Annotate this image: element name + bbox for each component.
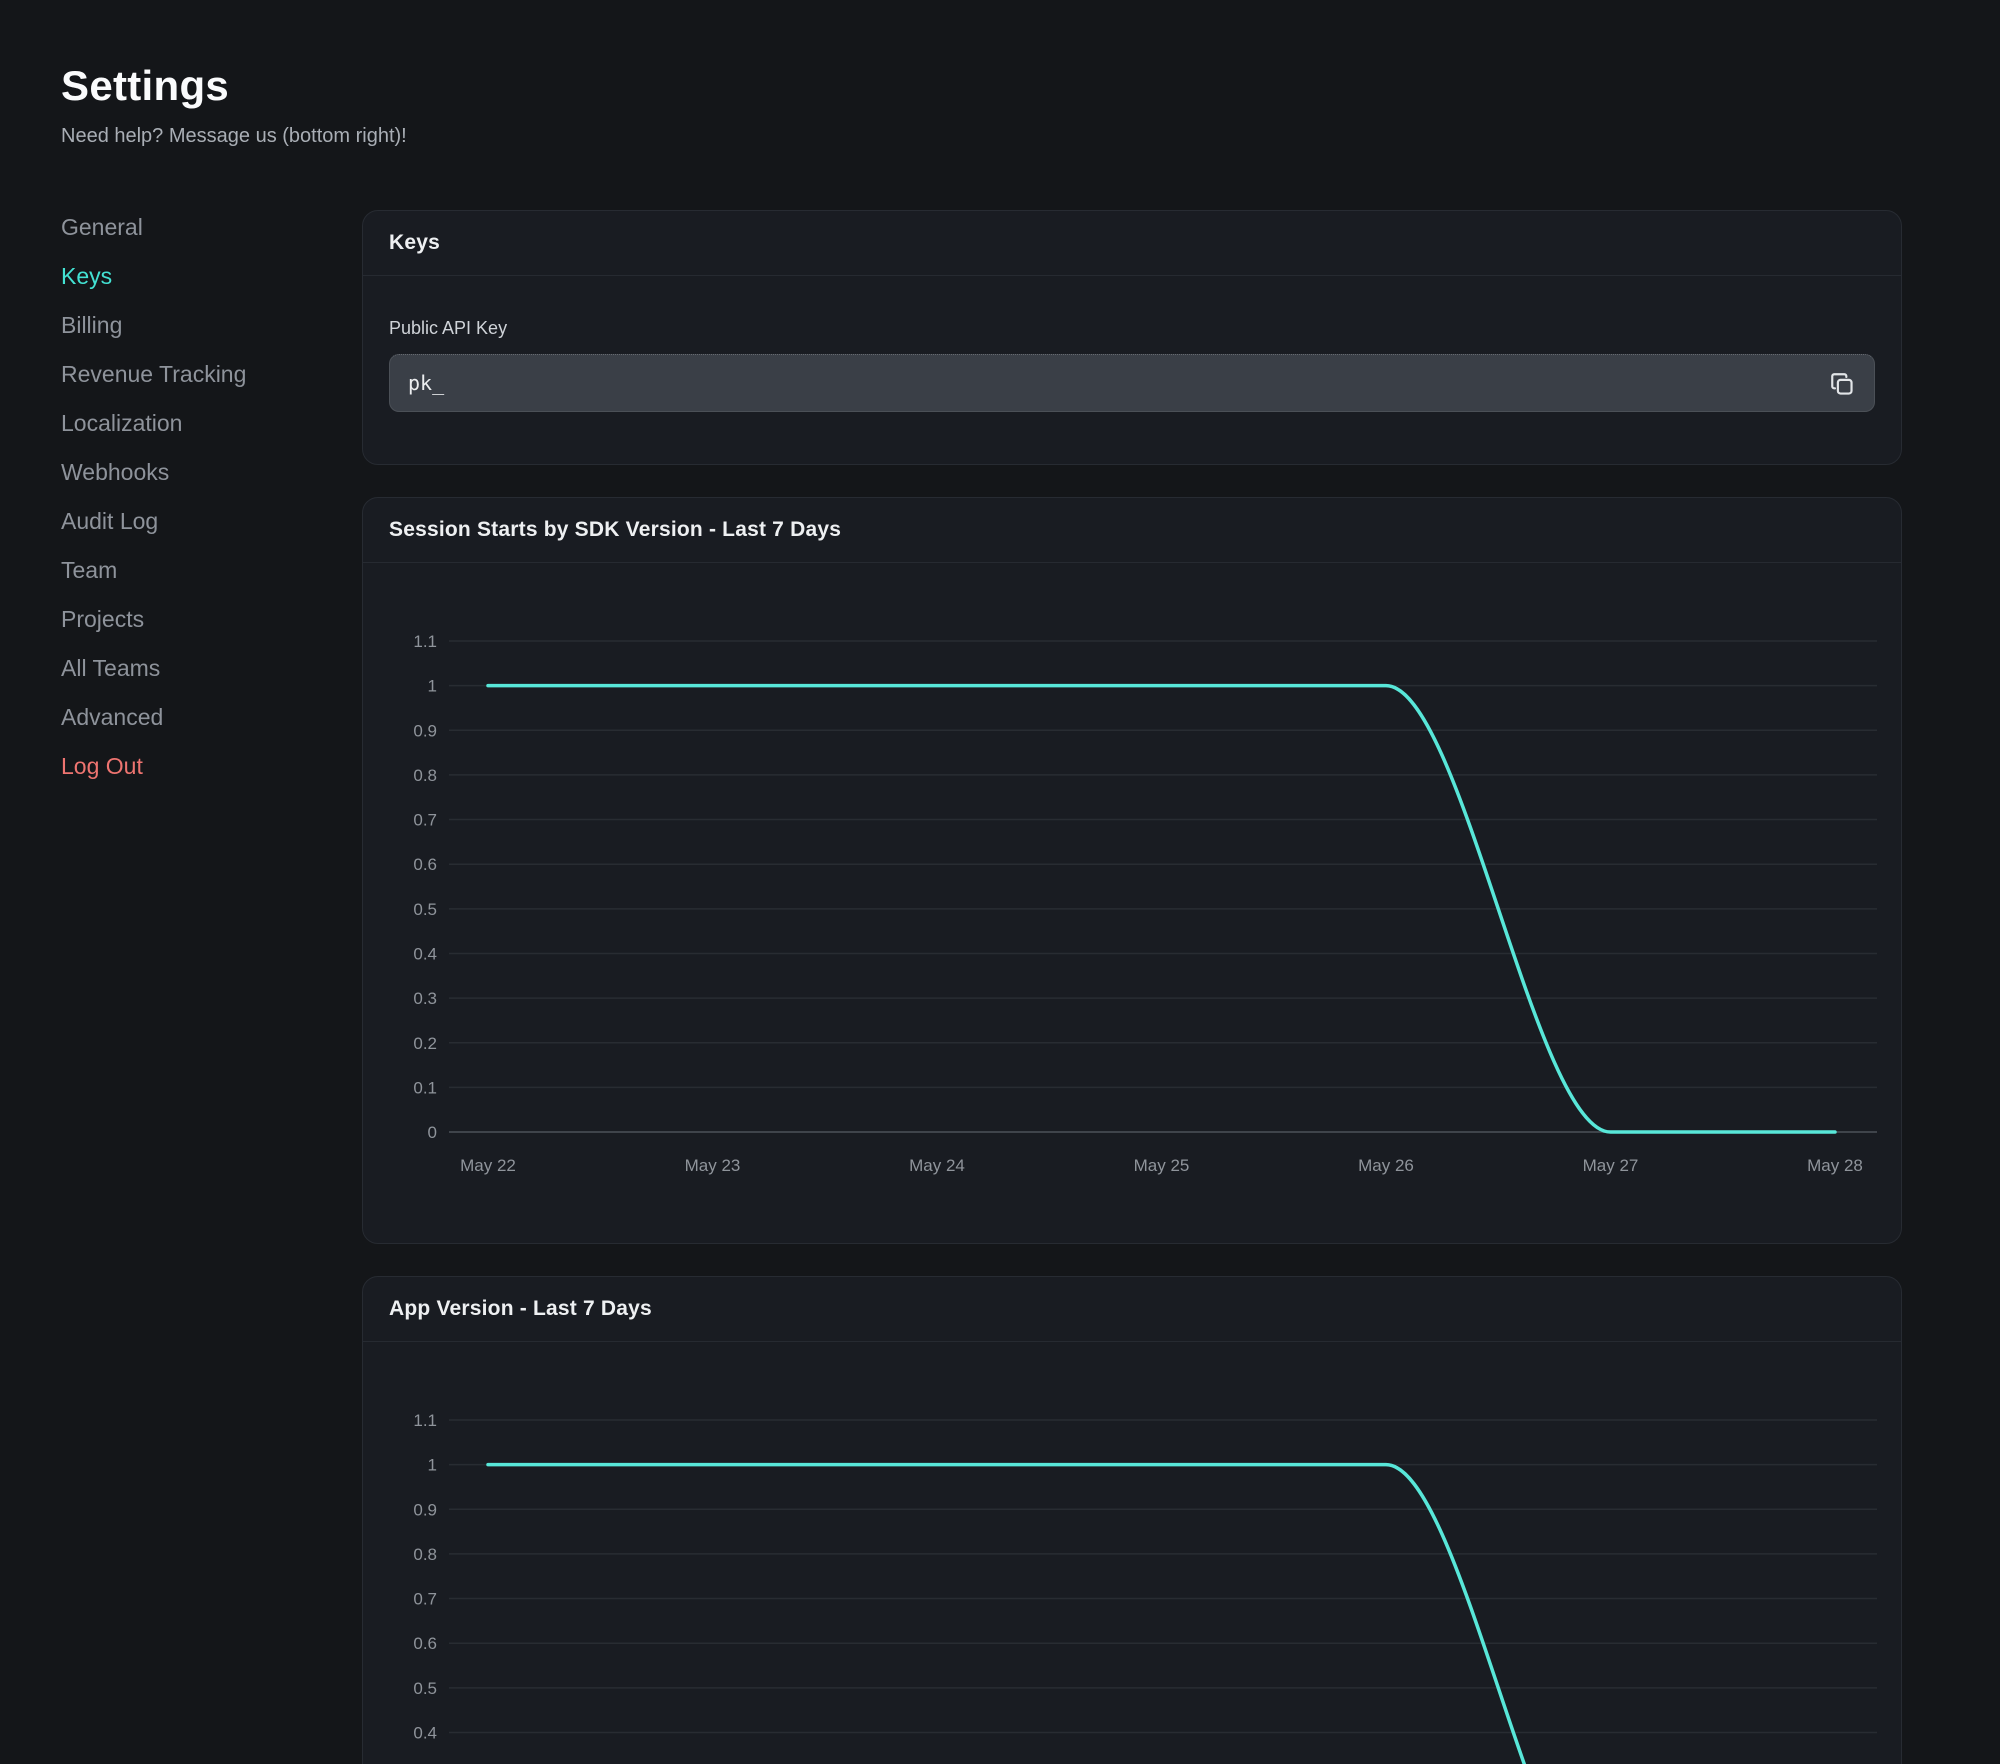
app-version-chart-title: App Version - Last 7 Days [389,1297,652,1321]
settings-page: Settings Need help? Message us (bottom r… [0,0,2000,1764]
sidebar-item-projects[interactable]: Projects [61,595,341,644]
app-version-chart-header: App Version - Last 7 Days [363,1277,1901,1342]
settings-main: Keys Public API Key Session Starts by [362,210,1902,1764]
svg-text:1: 1 [428,1456,437,1475]
sidebar-item-revenue-tracking[interactable]: Revenue Tracking [61,350,341,399]
sidebar-item-all-teams[interactable]: All Teams [61,644,341,693]
svg-text:0.1: 0.1 [413,1078,437,1097]
app-version-chart-card: App Version - Last 7 Days 1.1 1 0.9 0.8 0.7 0… [362,1276,1902,1764]
svg-text:May 22: May 22 [460,1156,516,1175]
sidebar-item-team[interactable]: Team [61,546,341,595]
keys-card-header: Keys [363,211,1901,276]
sidebar-item-webhooks[interactable]: Webhooks [61,448,341,497]
svg-text:May 28: May 28 [1807,1156,1863,1175]
session-starts-chart-header: Session Starts by SDK Version - Last 7 D… [363,498,1901,563]
svg-text:0.7: 0.7 [413,811,437,830]
svg-text:0: 0 [428,1123,437,1142]
svg-text:0.9: 0.9 [413,1500,437,1519]
sidebar-item-keys[interactable]: Keys [61,252,341,301]
svg-text:0.8: 0.8 [413,1545,437,1564]
svg-text:0.4: 0.4 [413,1723,437,1742]
public-api-key-field [389,354,1875,412]
session-starts-chart-title: Session Starts by SDK Version - Last 7 D… [389,518,841,542]
svg-text:1.1: 1.1 [413,632,437,651]
svg-text:May 27: May 27 [1583,1156,1639,1175]
svg-text:0.5: 0.5 [413,1679,437,1698]
svg-text:May 24: May 24 [909,1156,965,1175]
page-subtitle: Need help? Message us (bottom right)! [61,125,407,148]
svg-text:0.6: 0.6 [413,1634,437,1653]
public-api-key-label: Public API Key [389,318,1875,339]
session-starts-by-sdk-version-chart: 1.1 1 0.9 0.8 0.7 0.6 0.5 0.4 0.3 0.2 0.1 0 May 22 Ma… [363,563,1902,1213]
svg-text:May 23: May 23 [685,1156,741,1175]
svg-text:1: 1 [428,677,437,696]
public-api-key-input[interactable] [389,354,1875,412]
keys-card: Keys Public API Key [362,210,1902,465]
svg-text:1.1: 1.1 [413,1411,437,1430]
settings-sidebar: General Keys Billing Revenue Tracking Lo… [61,203,341,791]
sidebar-item-localization[interactable]: Localization [61,399,341,448]
svg-text:May 25: May 25 [1134,1156,1190,1175]
session-starts-chart-card: Session Starts by SDK Version - Last 7 D… [362,497,1902,1244]
app-version-chart-body: 1.110.90.80.70.60.50.40.30.20.10May 22Ma… [363,1342,1901,1764]
sidebar-item-log-out[interactable]: Log Out [61,742,341,791]
svg-text:0.5: 0.5 [413,900,437,919]
copy-api-key-button[interactable] [1827,369,1857,399]
svg-text:0.6: 0.6 [413,855,437,874]
svg-text:0.2: 0.2 [413,1034,437,1053]
copy-icon [1829,371,1855,397]
svg-text:0.9: 0.9 [413,721,437,740]
keys-card-title: Keys [389,231,440,255]
keys-card-body: Public API Key [363,276,1901,464]
sidebar-item-audit-log[interactable]: Audit Log [61,497,341,546]
svg-text:0.3: 0.3 [413,989,437,1008]
svg-text:May 26: May 26 [1358,1156,1414,1175]
session-starts-chart-body: 1.1 1 0.9 0.8 0.7 0.6 0.5 0.4 0.3 0.2 0.1 0 May 22 Ma… [363,563,1901,1243]
svg-text:0.8: 0.8 [413,766,437,785]
app-version-chart: 1.110.90.80.70.60.50.40.30.20.10May 22Ma… [363,1342,1902,1764]
sidebar-item-advanced[interactable]: Advanced [61,693,341,742]
sidebar-item-billing[interactable]: Billing [61,301,341,350]
sidebar-item-general[interactable]: General [61,203,341,252]
svg-text:0.7: 0.7 [413,1590,437,1609]
svg-text:0.4: 0.4 [413,944,437,963]
page-title: Settings [61,62,229,110]
